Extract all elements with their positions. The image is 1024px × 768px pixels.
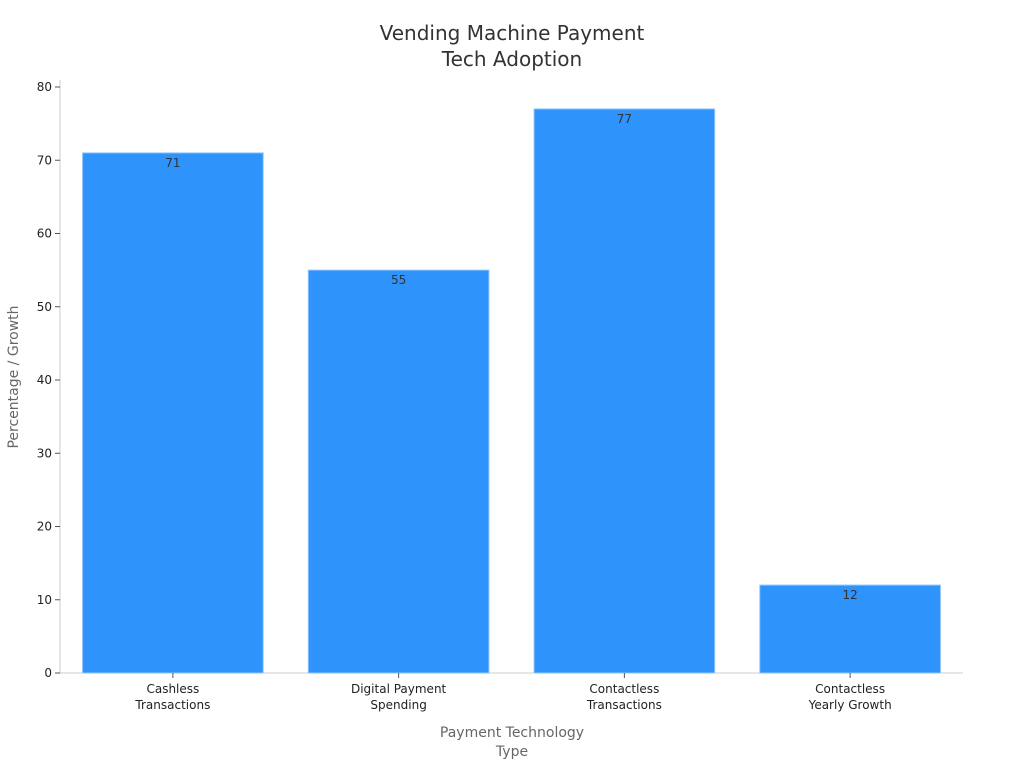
y-tick-label: 10 bbox=[37, 593, 52, 607]
x-tick-label: Contactless bbox=[815, 682, 885, 696]
y-tick-label: 70 bbox=[37, 153, 52, 167]
y-tick-label: 30 bbox=[37, 446, 52, 460]
y-tick-label: 80 bbox=[37, 80, 52, 94]
data-label: 71 bbox=[165, 156, 180, 170]
data-label: 12 bbox=[842, 588, 857, 602]
y-tick-label: 0 bbox=[44, 666, 52, 680]
x-tick-label: Digital Payment bbox=[351, 682, 447, 696]
y-tick-label: 20 bbox=[37, 520, 52, 534]
x-tick-label: Transactions bbox=[134, 698, 210, 712]
chart-title: Tech Adoption bbox=[441, 47, 582, 71]
x-tick-label: Transactions bbox=[586, 698, 662, 712]
y-axis-label: Percentage / Growth bbox=[6, 305, 22, 448]
data-label: 55 bbox=[391, 273, 406, 287]
bar bbox=[307, 269, 490, 674]
x-tick-label: Yearly Growth bbox=[808, 698, 892, 712]
bar bbox=[759, 584, 941, 674]
y-tick-label: 60 bbox=[37, 227, 52, 241]
x-tick-label: Contactless bbox=[589, 682, 659, 696]
x-axis-label: Payment Technology bbox=[440, 725, 584, 741]
y-tick-label: 40 bbox=[37, 373, 52, 387]
bar bbox=[82, 152, 264, 674]
x-tick-label: Cashless bbox=[146, 682, 199, 696]
chart-title: Vending Machine Payment bbox=[380, 21, 645, 45]
bar bbox=[533, 108, 716, 674]
y-tick-label: 50 bbox=[37, 300, 52, 314]
x-tick-label: Spending bbox=[370, 698, 426, 712]
data-label: 77 bbox=[617, 112, 632, 126]
x-axis-label: Type bbox=[495, 744, 528, 760]
